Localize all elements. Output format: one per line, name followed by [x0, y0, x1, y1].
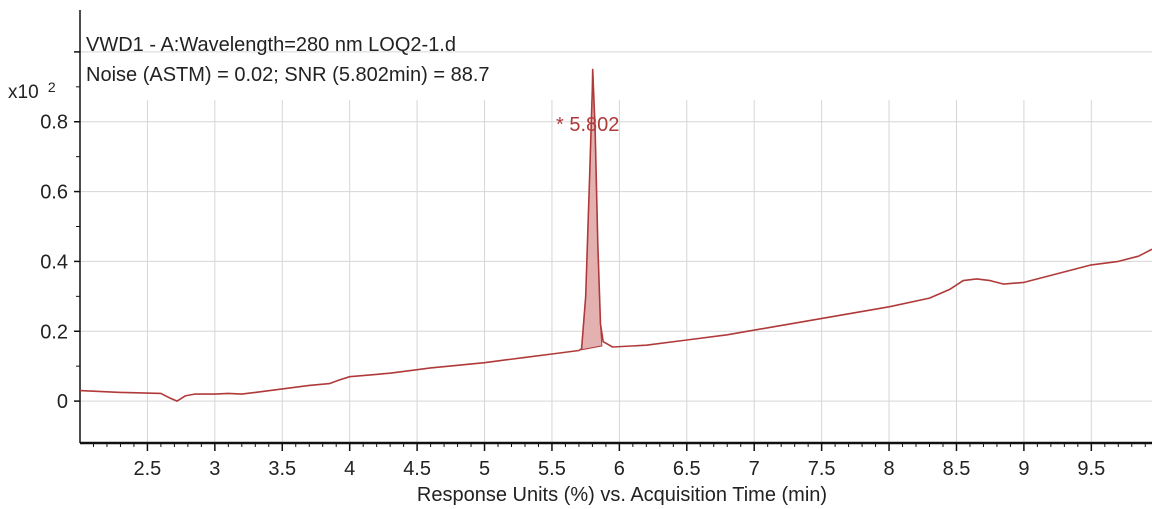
x-axis-label: Response Units (%) vs. Acquisition Time …: [417, 484, 827, 506]
y-multiplier-exponent: 2: [48, 79, 56, 95]
y-tick-label: 0.2: [40, 321, 68, 343]
x-tick-label: 9.5: [1077, 458, 1105, 480]
y-tick-label: 0.8: [40, 112, 68, 134]
chart-subtitle: Noise (ASTM) = 0.02; SNR (5.802min) = 88…: [86, 64, 490, 86]
x-tick-label: 2.5: [134, 458, 162, 480]
chart-title: VWD1 - A:Wavelength=280 nm LOQ2-1.d: [86, 34, 456, 56]
y-tick-label: 0.4: [40, 251, 68, 273]
y-multiplier-base: x10: [8, 82, 39, 103]
x-tick-label: 4.5: [403, 458, 431, 480]
x-tick-label: 7.5: [808, 458, 836, 480]
x-tick-label: 4: [344, 458, 355, 480]
x-tick-label: 6: [614, 458, 625, 480]
peak-annotation: * 5.802: [556, 114, 619, 136]
x-tick-label: 6.5: [673, 458, 701, 480]
x-tick-label: 7: [749, 458, 760, 480]
grid: [80, 51, 1152, 443]
data-layer: [79, 68, 1152, 402]
y-tick-label: 0: [57, 391, 68, 413]
y-multiplier-label: x10 2: [8, 79, 56, 103]
x-tick-label: 5.5: [538, 458, 566, 480]
x-tick-label: 8.5: [943, 458, 971, 480]
y-ticks: 0 0.2 0.4 0.6 0.8: [40, 51, 80, 413]
x-tick-label: 9: [1018, 458, 1029, 480]
x-tick-label: 5: [479, 458, 490, 480]
x-tick-label: 8: [883, 458, 894, 480]
x-ticks: 2.5 3 3.5 4 4.5 5 5.5 6 6.5 7 7.5 8 8.5 9 9.5: [92, 443, 1146, 480]
x-tick-label: 3: [209, 458, 220, 480]
y-tick-label: 0.6: [40, 182, 68, 204]
series-line: [79, 68, 1152, 402]
x-tick-label: 3.5: [268, 458, 296, 480]
